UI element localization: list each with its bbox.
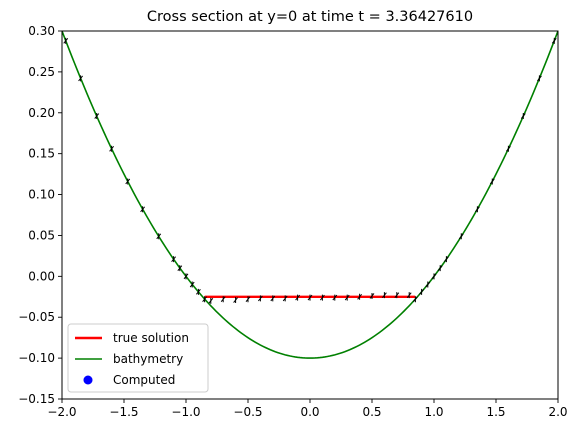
computed-point <box>431 273 437 280</box>
computed-point <box>177 265 183 272</box>
computed-point <box>156 233 162 240</box>
x-tick-label: 2.0 <box>548 405 567 419</box>
computed-point <box>489 178 495 185</box>
y-tick-label: −0.10 <box>18 351 55 365</box>
computed-point <box>270 295 276 302</box>
legend-label: true solution <box>113 331 189 345</box>
computed-point <box>344 294 350 301</box>
x-tick-label: 0.5 <box>362 405 381 419</box>
computed-point <box>425 281 431 288</box>
computed-point <box>357 293 362 300</box>
computed-point <box>419 288 424 295</box>
legend-label: Computed <box>113 373 175 387</box>
x-tick-label: −2.0 <box>47 405 76 419</box>
computed-point <box>394 292 400 299</box>
y-tick-label: −0.15 <box>18 392 55 406</box>
y-tick-label: 0.20 <box>28 106 55 120</box>
computed-point <box>458 233 464 240</box>
y-tick-label: 0.05 <box>28 228 55 242</box>
computed-point <box>109 145 114 152</box>
legend-marker-computed <box>83 375 93 385</box>
bathymetry-line <box>62 31 558 359</box>
y-tick-label: 0.10 <box>28 188 55 202</box>
y-tick-label: 0.30 <box>28 24 55 38</box>
x-tick-label: −1.5 <box>109 405 138 419</box>
computed-point <box>444 256 449 263</box>
computed-point <box>258 295 263 302</box>
x-tick-label: 0.0 <box>300 405 319 419</box>
computed-point <box>551 37 557 44</box>
computed-point <box>332 294 338 301</box>
computed-point <box>208 297 214 304</box>
computed-point <box>406 292 412 299</box>
y-tick-label: 0.00 <box>28 269 55 283</box>
plot-area <box>62 31 558 359</box>
computed-point <box>320 294 325 301</box>
computed-point <box>196 288 201 295</box>
axes: −2.0 −1.5 −1.0 −0.5 0.0 0.5 1.0 1.5 2.0 −0.15 −0.1… <box>18 24 567 419</box>
computed-point <box>282 295 288 302</box>
computed-point <box>307 294 313 301</box>
legend: true solution bathymetry Computed <box>67 323 209 393</box>
y-tick-label: 0.25 <box>28 65 55 79</box>
computed-point <box>202 296 207 303</box>
computed-point <box>125 178 131 185</box>
plot-clip-group <box>62 31 558 359</box>
computed-point <box>78 75 83 82</box>
computed-point <box>369 292 375 299</box>
computed-point <box>506 145 511 152</box>
legend-label: bathymetry <box>113 352 183 366</box>
computed-point <box>183 273 189 280</box>
x-tick-label: −0.5 <box>233 405 262 419</box>
y-tick-label: 0.15 <box>28 147 55 161</box>
computed-point <box>475 206 480 213</box>
computed-point <box>171 256 176 263</box>
computed-point <box>295 294 300 301</box>
computed-point <box>233 297 238 304</box>
computed-point <box>437 265 443 272</box>
x-tick-label: 1.0 <box>424 405 443 419</box>
computed-point <box>382 292 387 299</box>
computed-point <box>520 113 526 120</box>
x-tick-label: −1.0 <box>171 405 200 419</box>
computed-point <box>140 206 145 213</box>
computed-point <box>413 296 418 303</box>
computed-point <box>220 296 226 303</box>
y-tick-label: −0.05 <box>18 310 55 324</box>
computed-point <box>189 281 195 288</box>
x-tick-label: 1.5 <box>486 405 505 419</box>
computed-point <box>537 75 542 82</box>
computed-point <box>63 37 69 44</box>
computed-point <box>94 113 100 120</box>
chart-title: Cross section at y=0 at time t = 3.36427… <box>147 9 473 25</box>
legend-box <box>67 323 209 393</box>
computed-point <box>245 296 251 303</box>
